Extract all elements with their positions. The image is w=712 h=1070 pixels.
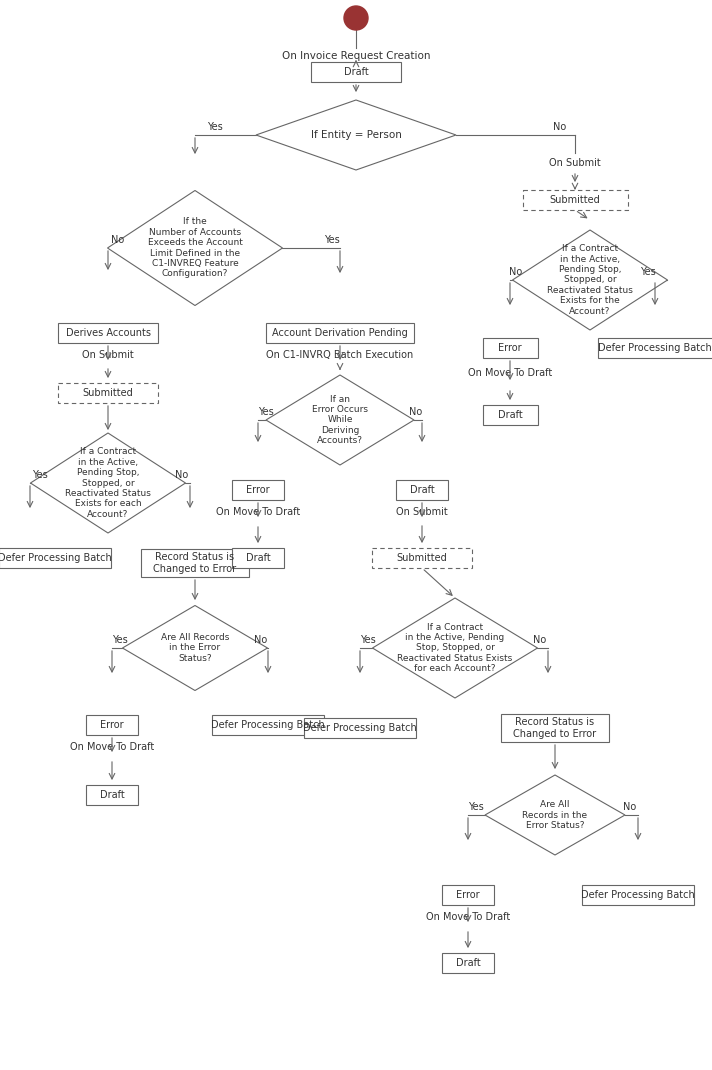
Text: No: No bbox=[553, 122, 567, 132]
FancyBboxPatch shape bbox=[141, 549, 249, 577]
Text: Error: Error bbox=[246, 485, 270, 495]
FancyBboxPatch shape bbox=[266, 323, 414, 343]
Text: Account Derivation Pending: Account Derivation Pending bbox=[272, 328, 408, 338]
Text: Yes: Yes bbox=[207, 122, 223, 132]
Text: Draft: Draft bbox=[246, 553, 271, 563]
Text: Error: Error bbox=[498, 343, 522, 353]
Text: Submitted: Submitted bbox=[550, 195, 600, 205]
Text: Yes: Yes bbox=[640, 268, 656, 277]
Text: Error: Error bbox=[456, 890, 480, 900]
Text: No: No bbox=[509, 268, 523, 277]
FancyBboxPatch shape bbox=[0, 548, 111, 568]
Text: On Submit: On Submit bbox=[396, 507, 448, 517]
FancyBboxPatch shape bbox=[442, 953, 494, 973]
FancyBboxPatch shape bbox=[483, 338, 538, 358]
FancyBboxPatch shape bbox=[232, 548, 284, 568]
Text: No: No bbox=[111, 235, 125, 245]
Text: Yes: Yes bbox=[258, 407, 274, 417]
Text: If an
Error Occurs
While
Deriving
Accounts?: If an Error Occurs While Deriving Accoun… bbox=[312, 395, 368, 445]
Text: If the
Number of Accounts
Exceeds the Account
Limit Defined in the
C1-INVREQ Fea: If the Number of Accounts Exceeds the Ac… bbox=[147, 217, 243, 278]
Polygon shape bbox=[31, 433, 186, 533]
Text: Defer Processing Batch: Defer Processing Batch bbox=[303, 723, 417, 733]
Text: Defer Processing Batch: Defer Processing Batch bbox=[581, 890, 695, 900]
FancyBboxPatch shape bbox=[58, 323, 158, 343]
Text: Error: Error bbox=[100, 720, 124, 730]
FancyBboxPatch shape bbox=[372, 548, 472, 568]
Polygon shape bbox=[256, 100, 456, 170]
Text: Submitted: Submitted bbox=[397, 553, 447, 563]
Text: Yes: Yes bbox=[324, 235, 340, 245]
Text: Record Status is
Changed to Error: Record Status is Changed to Error bbox=[513, 717, 597, 738]
Polygon shape bbox=[266, 374, 414, 465]
Text: No: No bbox=[409, 407, 423, 417]
FancyBboxPatch shape bbox=[212, 715, 324, 735]
FancyBboxPatch shape bbox=[442, 885, 494, 905]
Text: Draft: Draft bbox=[456, 958, 481, 968]
Text: Defer Processing Batch: Defer Processing Batch bbox=[211, 720, 325, 730]
Text: Draft: Draft bbox=[409, 485, 434, 495]
Text: Are All
Records in the
Error Status?: Are All Records in the Error Status? bbox=[523, 800, 587, 830]
Text: Draft: Draft bbox=[100, 790, 125, 800]
Text: On Invoice Request Creation: On Invoice Request Creation bbox=[282, 51, 430, 61]
Text: On Submit: On Submit bbox=[549, 158, 601, 168]
Text: No: No bbox=[624, 802, 637, 812]
Text: Draft: Draft bbox=[344, 67, 368, 77]
FancyBboxPatch shape bbox=[501, 714, 609, 742]
Text: Are All Records
in the Error
Status?: Are All Records in the Error Status? bbox=[161, 633, 229, 663]
Text: On C1-INVRQ Batch Execution: On C1-INVRQ Batch Execution bbox=[266, 350, 414, 360]
Text: If a Contract
in the Active, Pending
Stop, Stopped, or
Reactivated Status Exists: If a Contract in the Active, Pending Sto… bbox=[397, 623, 513, 673]
FancyBboxPatch shape bbox=[311, 62, 401, 82]
Text: Yes: Yes bbox=[112, 635, 128, 645]
Polygon shape bbox=[372, 598, 538, 698]
FancyBboxPatch shape bbox=[582, 885, 694, 905]
FancyBboxPatch shape bbox=[304, 718, 416, 738]
Text: On Move To Draft: On Move To Draft bbox=[426, 912, 510, 922]
FancyBboxPatch shape bbox=[396, 480, 448, 500]
Text: Yes: Yes bbox=[360, 635, 376, 645]
Text: On Move To Draft: On Move To Draft bbox=[216, 507, 300, 517]
FancyBboxPatch shape bbox=[58, 383, 158, 403]
Polygon shape bbox=[122, 606, 268, 690]
Text: Derives Accounts: Derives Accounts bbox=[66, 328, 150, 338]
Circle shape bbox=[344, 6, 368, 30]
Text: On Move To Draft: On Move To Draft bbox=[70, 742, 154, 752]
Text: If Entity = Person: If Entity = Person bbox=[310, 129, 402, 140]
Text: If a Contract
in the Active,
Pending Stop,
Stopped, or
Reactivated Status
Exists: If a Contract in the Active, Pending Sto… bbox=[65, 447, 151, 519]
Polygon shape bbox=[513, 230, 668, 330]
Polygon shape bbox=[108, 190, 283, 306]
Text: On Submit: On Submit bbox=[82, 350, 134, 360]
Text: On Move To Draft: On Move To Draft bbox=[468, 368, 552, 378]
Text: Record Status is
Changed to Error: Record Status is Changed to Error bbox=[154, 552, 236, 574]
Text: Defer Processing Batch: Defer Processing Batch bbox=[0, 553, 112, 563]
Text: Defer Processing Batch: Defer Processing Batch bbox=[598, 343, 712, 353]
FancyBboxPatch shape bbox=[232, 480, 284, 500]
Text: Yes: Yes bbox=[468, 802, 484, 812]
Text: Draft: Draft bbox=[498, 410, 523, 421]
Text: No: No bbox=[254, 635, 268, 645]
Text: Yes: Yes bbox=[32, 470, 48, 480]
Polygon shape bbox=[485, 775, 625, 855]
FancyBboxPatch shape bbox=[483, 406, 538, 425]
Text: No: No bbox=[533, 635, 547, 645]
Text: If a Contract
in the Active,
Pending Stop,
Stopped, or
Reactivated Status
Exists: If a Contract in the Active, Pending Sto… bbox=[547, 244, 633, 316]
FancyBboxPatch shape bbox=[86, 715, 138, 735]
Text: No: No bbox=[175, 470, 189, 480]
Text: Submitted: Submitted bbox=[83, 388, 133, 398]
FancyBboxPatch shape bbox=[86, 785, 138, 805]
FancyBboxPatch shape bbox=[523, 190, 627, 210]
FancyBboxPatch shape bbox=[597, 338, 712, 358]
